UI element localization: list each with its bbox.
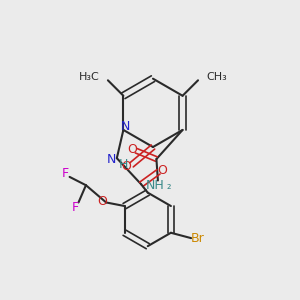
- Text: CH₃: CH₃: [206, 72, 227, 82]
- Text: N: N: [107, 153, 116, 166]
- Text: N: N: [121, 121, 130, 134]
- Text: Br: Br: [191, 232, 205, 244]
- Text: F: F: [72, 201, 79, 214]
- Text: H₃C: H₃C: [79, 72, 100, 82]
- Text: O: O: [158, 164, 167, 177]
- Text: NH: NH: [146, 179, 164, 192]
- Text: H: H: [119, 158, 128, 171]
- Text: O: O: [98, 195, 107, 208]
- Text: O: O: [121, 160, 131, 173]
- Text: O: O: [127, 143, 137, 156]
- Text: ₂: ₂: [166, 181, 171, 191]
- Text: F: F: [62, 167, 69, 180]
